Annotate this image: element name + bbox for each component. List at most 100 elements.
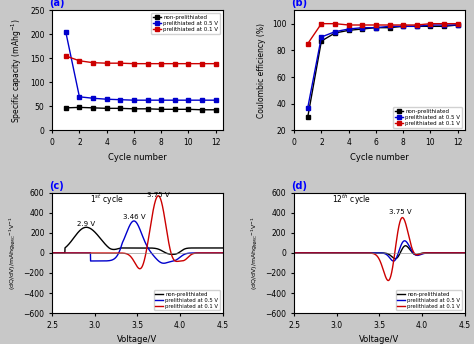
non-prelithiated bbox=[305, 115, 310, 119]
prelithiated at 0.5 V bbox=[332, 30, 338, 34]
prelithiated at 0.1 V bbox=[401, 23, 406, 27]
prelithiated at 0.1 V bbox=[359, 23, 365, 27]
non-prelithiated bbox=[90, 106, 96, 110]
prelithiated at 0.1 V bbox=[346, 23, 352, 27]
prelithiated at 0.1 V bbox=[172, 62, 178, 66]
non-prelithiated bbox=[455, 23, 461, 27]
Line: non-prelithiated: non-prelithiated bbox=[306, 23, 460, 119]
Line: prelithiated at 0.1 V: prelithiated at 0.1 V bbox=[64, 54, 218, 66]
Y-axis label: (dQ/dV)/mAhg$_\mathrm{NMC}$$^{-1}$V$^{-1}$: (dQ/dV)/mAhg$_\mathrm{NMC}$$^{-1}$V$^{-1… bbox=[8, 216, 18, 290]
prelithiated at 0.5 V bbox=[319, 35, 324, 39]
prelithiated at 0.5 V bbox=[213, 98, 219, 102]
prelithiated at 0.1 V bbox=[63, 54, 69, 58]
prelithiated at 0.5 V bbox=[90, 96, 96, 100]
Line: non-prelithiated: non-prelithiated bbox=[64, 105, 218, 112]
prelithiated at 0.5 V bbox=[305, 106, 310, 110]
Text: (b): (b) bbox=[291, 0, 307, 8]
prelithiated at 0.5 V bbox=[387, 24, 392, 29]
non-prelithiated bbox=[359, 27, 365, 31]
prelithiated at 0.1 V bbox=[455, 22, 461, 26]
prelithiated at 0.1 V bbox=[158, 62, 164, 66]
Y-axis label: Specific capacity (mAhg$^{-1}$): Specific capacity (mAhg$^{-1}$) bbox=[10, 18, 25, 123]
non-prelithiated bbox=[319, 39, 324, 43]
Text: (c): (c) bbox=[49, 181, 64, 191]
non-prelithiated bbox=[428, 24, 433, 29]
prelithiated at 0.1 V bbox=[213, 62, 219, 66]
non-prelithiated bbox=[199, 108, 205, 112]
prelithiated at 0.5 V bbox=[428, 23, 433, 27]
Text: 3.75 V: 3.75 V bbox=[389, 209, 412, 215]
Y-axis label: Coulombic efficiency (%): Coulombic efficiency (%) bbox=[257, 23, 266, 118]
prelithiated at 0.5 V bbox=[441, 23, 447, 27]
non-prelithiated bbox=[414, 24, 419, 29]
prelithiated at 0.1 V bbox=[90, 61, 96, 65]
Legend: non-prelithiated, prelithiated at 0.5 V, prelithiated at 0.1 V: non-prelithiated, prelithiated at 0.5 V,… bbox=[151, 13, 220, 34]
Text: (d): (d) bbox=[291, 181, 307, 191]
prelithiated at 0.1 V bbox=[319, 22, 324, 26]
X-axis label: Voltage/V: Voltage/V bbox=[359, 335, 400, 344]
X-axis label: Cycle number: Cycle number bbox=[108, 153, 167, 162]
prelithiated at 0.5 V bbox=[199, 98, 205, 102]
prelithiated at 0.1 V bbox=[428, 22, 433, 26]
Text: (a): (a) bbox=[49, 0, 64, 8]
Text: 12$^{th}$ cycle: 12$^{th}$ cycle bbox=[332, 192, 371, 206]
prelithiated at 0.1 V bbox=[387, 23, 392, 27]
prelithiated at 0.5 V bbox=[359, 25, 365, 30]
prelithiated at 0.1 V bbox=[414, 23, 419, 27]
prelithiated at 0.1 V bbox=[186, 62, 191, 66]
X-axis label: Cycle number: Cycle number bbox=[350, 153, 409, 162]
non-prelithiated bbox=[63, 106, 69, 110]
Legend: non-prelithiated, prelithiated at 0.5 V, prelithiated at 0.1 V: non-prelithiated, prelithiated at 0.5 V,… bbox=[154, 290, 220, 310]
prelithiated at 0.1 V bbox=[131, 62, 137, 66]
Line: prelithiated at 0.5 V: prelithiated at 0.5 V bbox=[306, 23, 460, 110]
prelithiated at 0.1 V bbox=[332, 22, 338, 26]
non-prelithiated bbox=[186, 107, 191, 111]
Y-axis label: (dQ/dV)/mAhg$_\mathrm{NMC}$$^{-1}$V$^{-1}$: (dQ/dV)/mAhg$_\mathrm{NMC}$$^{-1}$V$^{-1… bbox=[250, 216, 260, 290]
Legend: non-prelithiated, prelithiated at 0.5 V, prelithiated at 0.1 V: non-prelithiated, prelithiated at 0.5 V,… bbox=[396, 290, 462, 310]
prelithiated at 0.5 V bbox=[401, 24, 406, 29]
prelithiated at 0.1 V bbox=[373, 23, 379, 27]
prelithiated at 0.1 V bbox=[305, 42, 310, 46]
non-prelithiated bbox=[145, 107, 150, 111]
prelithiated at 0.5 V bbox=[77, 95, 82, 99]
Text: 3.46 V: 3.46 V bbox=[123, 214, 145, 220]
prelithiated at 0.1 V bbox=[77, 59, 82, 63]
non-prelithiated bbox=[131, 107, 137, 111]
non-prelithiated bbox=[441, 24, 447, 29]
Legend: non-prelithiated, prelithiated at 0.5 V, prelithiated at 0.1 V: non-prelithiated, prelithiated at 0.5 V,… bbox=[393, 107, 462, 128]
Text: 3.75 V: 3.75 V bbox=[147, 192, 170, 198]
X-axis label: Voltage/V: Voltage/V bbox=[117, 335, 157, 344]
prelithiated at 0.5 V bbox=[145, 98, 150, 102]
non-prelithiated bbox=[401, 24, 406, 29]
non-prelithiated bbox=[346, 28, 352, 32]
prelithiated at 0.5 V bbox=[414, 24, 419, 29]
prelithiated at 0.5 V bbox=[118, 98, 123, 102]
prelithiated at 0.5 V bbox=[63, 30, 69, 34]
non-prelithiated bbox=[387, 25, 392, 30]
Line: prelithiated at 0.1 V: prelithiated at 0.1 V bbox=[306, 22, 460, 46]
prelithiated at 0.5 V bbox=[131, 98, 137, 102]
prelithiated at 0.5 V bbox=[158, 98, 164, 102]
prelithiated at 0.5 V bbox=[455, 23, 461, 27]
non-prelithiated bbox=[104, 106, 109, 110]
prelithiated at 0.5 V bbox=[186, 98, 191, 102]
prelithiated at 0.1 V bbox=[104, 61, 109, 65]
non-prelithiated bbox=[332, 31, 338, 35]
prelithiated at 0.5 V bbox=[346, 27, 352, 31]
prelithiated at 0.1 V bbox=[118, 61, 123, 65]
prelithiated at 0.1 V bbox=[441, 22, 447, 26]
prelithiated at 0.5 V bbox=[373, 25, 379, 30]
prelithiated at 0.1 V bbox=[199, 62, 205, 66]
prelithiated at 0.5 V bbox=[172, 98, 178, 102]
Text: 1$^{st}$ cycle: 1$^{st}$ cycle bbox=[90, 192, 123, 206]
non-prelithiated bbox=[172, 107, 178, 111]
Line: prelithiated at 0.5 V: prelithiated at 0.5 V bbox=[64, 30, 218, 102]
non-prelithiated bbox=[213, 108, 219, 112]
Text: 2.9 V: 2.9 V bbox=[77, 221, 95, 227]
prelithiated at 0.5 V bbox=[104, 97, 109, 101]
non-prelithiated bbox=[77, 105, 82, 109]
non-prelithiated bbox=[158, 107, 164, 111]
non-prelithiated bbox=[373, 25, 379, 30]
prelithiated at 0.1 V bbox=[145, 62, 150, 66]
non-prelithiated bbox=[118, 106, 123, 110]
